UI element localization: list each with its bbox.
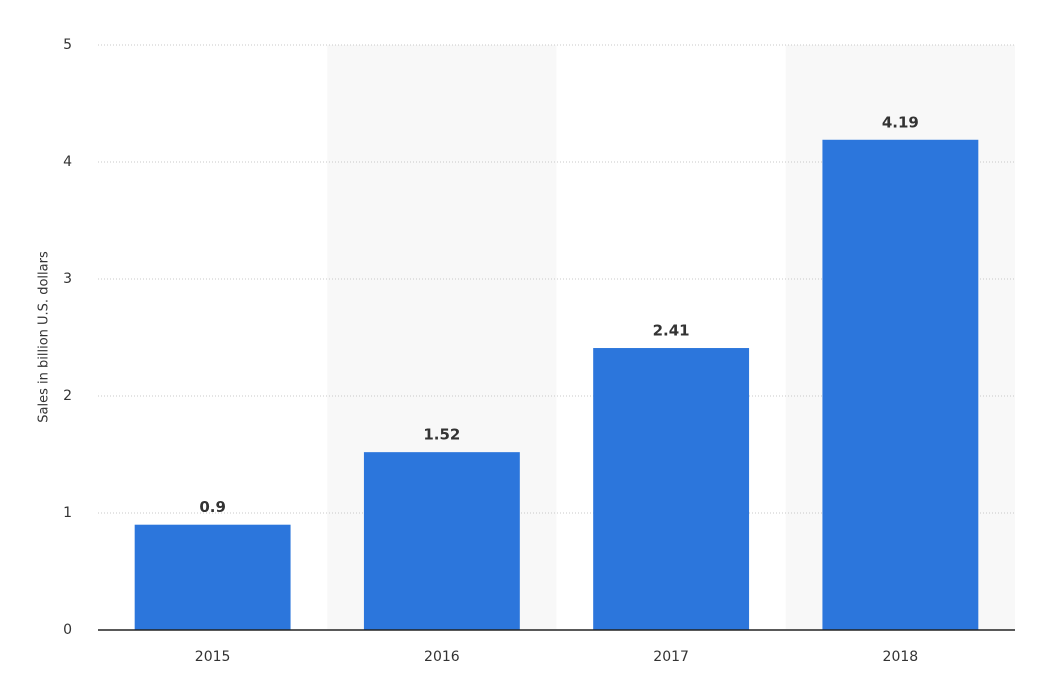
- bar: [134, 524, 291, 630]
- x-tick-label: 2017: [653, 649, 689, 665]
- y-tick-label: 4: [63, 154, 72, 170]
- y-tick-label: 1: [63, 505, 72, 521]
- y-axis-label: Sales in billion U.S. dollars: [37, 251, 52, 423]
- x-tick-label: 2018: [883, 649, 919, 665]
- y-tick-label: 5: [63, 37, 72, 53]
- x-tick-label: 2016: [424, 649, 460, 665]
- value-label: 1.52: [423, 426, 460, 444]
- x-tick-label: 2015: [195, 649, 231, 665]
- y-tick-label: 0: [63, 622, 72, 638]
- value-label: 4.19: [882, 113, 919, 131]
- y-tick-label: 3: [63, 271, 72, 287]
- bar: [593, 348, 750, 630]
- value-label: 2.41: [653, 322, 690, 340]
- bar: [363, 452, 520, 630]
- bar: [822, 139, 979, 630]
- y-tick-label: 2: [63, 388, 72, 404]
- value-label: 0.9: [199, 498, 226, 516]
